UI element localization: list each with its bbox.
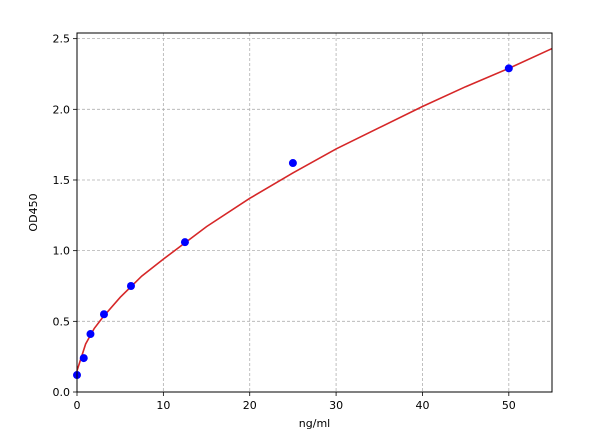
data-point — [504, 64, 513, 73]
y-axis-label: OD450 — [27, 193, 40, 231]
x-tick-label: 0 — [74, 399, 81, 412]
x-tick-label: 50 — [502, 399, 516, 412]
y-tick-label: 2.0 — [53, 103, 71, 116]
grid — [76, 33, 552, 393]
data-point — [126, 281, 135, 290]
fit-curve — [76, 47, 553, 372]
data-point — [86, 330, 95, 339]
x-tick-label: 10 — [156, 399, 170, 412]
y-tick-label: 0.0 — [53, 386, 71, 399]
plot-data — [73, 47, 553, 380]
y-tick-label: 1.5 — [53, 174, 71, 187]
x-tick-label: 40 — [415, 399, 429, 412]
data-point — [180, 238, 189, 247]
y-tick-label: 2.5 — [53, 33, 71, 46]
plot-frame — [76, 32, 553, 393]
x-tick-label: 20 — [243, 399, 257, 412]
x-tick-label: 30 — [329, 399, 343, 412]
data-point — [79, 354, 88, 363]
y-tick-label: 1.0 — [53, 245, 71, 258]
data-point — [99, 310, 108, 319]
x-axis-label: ng/ml — [299, 417, 330, 430]
y-tick-label: 0.5 — [53, 315, 71, 328]
data-point — [288, 159, 297, 168]
